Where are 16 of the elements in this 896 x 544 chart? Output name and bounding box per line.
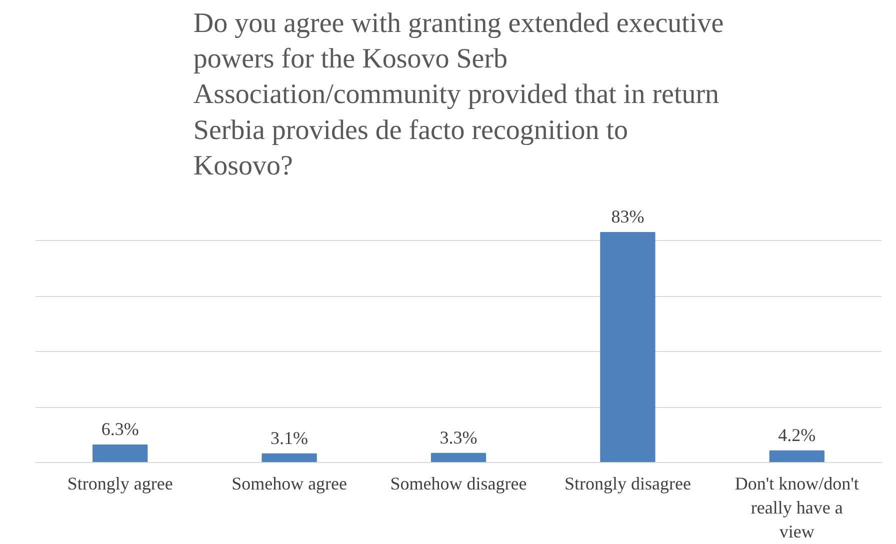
data-label: 4.2% (778, 424, 816, 445)
x-tick-label: Somehow disagree (390, 474, 527, 494)
bar (92, 444, 148, 462)
bar (430, 452, 486, 462)
x-tick-label: Somehow agree (232, 474, 348, 494)
data-label: 83% (611, 206, 644, 226)
x-tick-label: Don't know/don't really have a view (734, 474, 859, 542)
data-label: 3.1% (270, 428, 308, 448)
bar (600, 232, 656, 462)
data-label: 6.3% (101, 419, 139, 440)
x-tick-label: Strongly agree (67, 474, 173, 494)
bar (262, 453, 317, 462)
x-tick-label: Strongly disagree (564, 474, 691, 494)
data-label: 3.3% (440, 427, 478, 448)
chart-title: Do you agree with granting extended executive powers for the Kosovo Serb Association/community provided that in return Serbia provides de facto recognition to Kosovo? (193, 8, 724, 182)
bar (769, 450, 824, 462)
